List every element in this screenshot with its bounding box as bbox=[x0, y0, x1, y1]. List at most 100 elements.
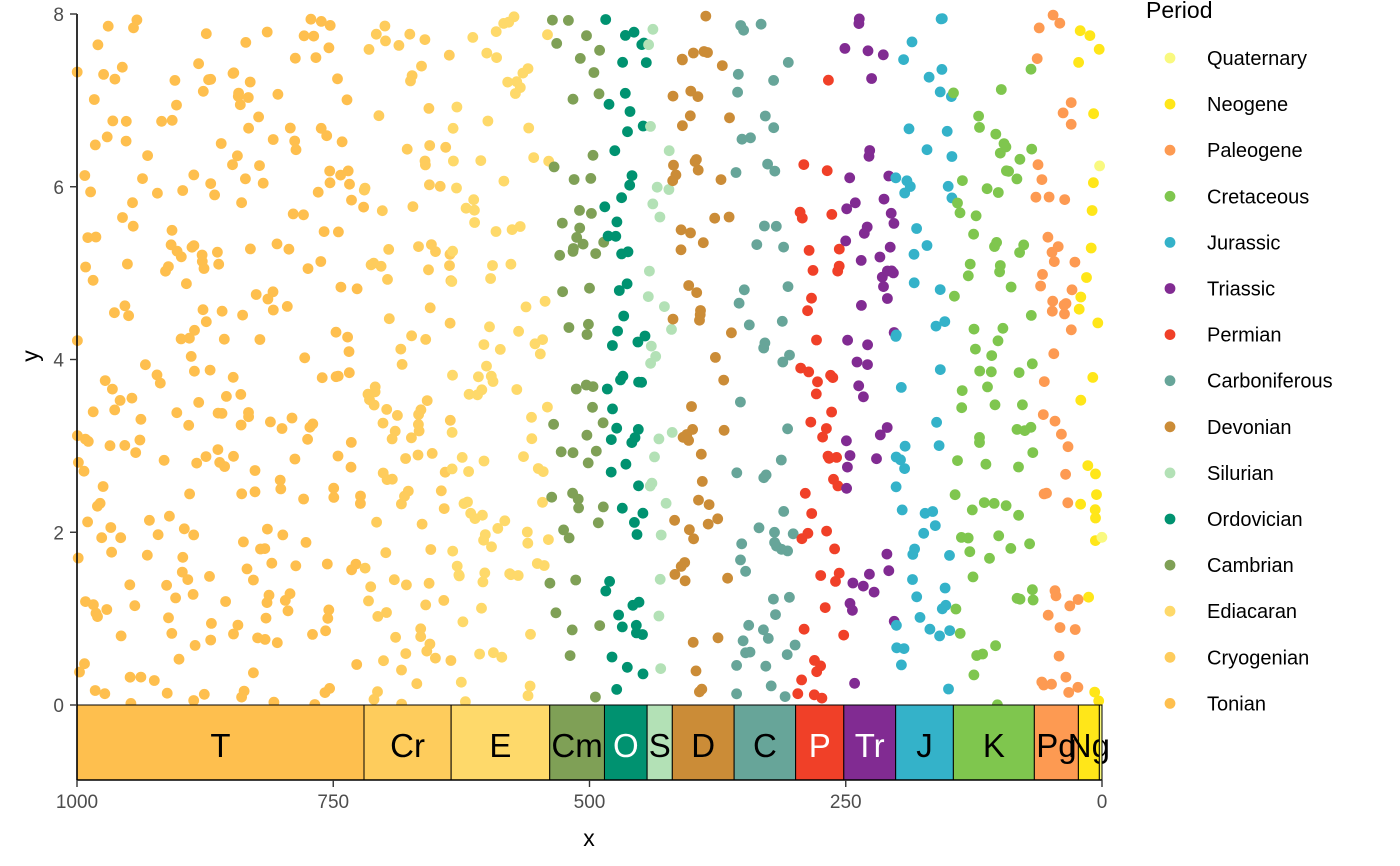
point-ordovician bbox=[607, 340, 618, 351]
point-carboniferous bbox=[781, 649, 793, 660]
point-tonian bbox=[156, 115, 168, 127]
point-tonian bbox=[116, 61, 128, 73]
point-triassic bbox=[847, 577, 859, 589]
point-permian bbox=[821, 525, 832, 537]
point-cretaceous bbox=[956, 402, 968, 414]
legend-key-paleogene bbox=[1164, 144, 1176, 156]
point-triassic bbox=[849, 677, 860, 689]
legend-label-cryogenian: Cryogenian bbox=[1207, 647, 1309, 669]
point-devonian bbox=[690, 665, 702, 677]
point-devonian bbox=[703, 499, 715, 510]
point-devonian bbox=[693, 494, 704, 506]
point-tonian bbox=[248, 667, 259, 679]
point-ordovician bbox=[624, 179, 636, 191]
point-tonian bbox=[173, 653, 185, 665]
point-devonian bbox=[667, 313, 679, 325]
point-tonian bbox=[177, 551, 189, 563]
point-tonian bbox=[262, 523, 273, 535]
point-tonian bbox=[102, 20, 114, 32]
point-cryogenian bbox=[416, 60, 427, 72]
point-triassic bbox=[842, 461, 853, 473]
point-silurian bbox=[663, 145, 675, 157]
point-triassic bbox=[878, 281, 889, 292]
point-triassic bbox=[874, 251, 886, 263]
point-tonian bbox=[298, 30, 310, 42]
point-tonian bbox=[169, 75, 181, 86]
point-tonian bbox=[200, 316, 212, 328]
point-tonian bbox=[164, 510, 175, 522]
point-tonian bbox=[355, 498, 366, 509]
point-tonian bbox=[219, 461, 231, 472]
point-silurian bbox=[651, 181, 663, 193]
legend-key-permian bbox=[1164, 329, 1176, 340]
point-cryogenian bbox=[383, 244, 395, 255]
point-cretaceous bbox=[957, 175, 968, 187]
point-tonian bbox=[120, 115, 132, 127]
point-ediacaran bbox=[447, 245, 458, 257]
point-carboniferous bbox=[737, 635, 749, 647]
point-cryogenian bbox=[365, 259, 377, 271]
point-cretaceous bbox=[974, 365, 986, 377]
point-ediacaran bbox=[469, 513, 481, 524]
point-cretaceous bbox=[954, 207, 966, 219]
point-cambrian bbox=[594, 44, 605, 56]
point-ediacaran bbox=[524, 680, 536, 692]
point-ediacaran bbox=[456, 452, 468, 463]
point-carboniferous bbox=[765, 680, 777, 692]
point-devonian bbox=[715, 174, 727, 186]
point-paleogene bbox=[1059, 194, 1071, 206]
point-tonian bbox=[250, 289, 262, 300]
point-devonian bbox=[675, 561, 687, 572]
point-ordovician bbox=[632, 424, 644, 435]
period-box-triassic bbox=[843, 704, 897, 781]
point-silurian bbox=[647, 198, 659, 210]
period-box-ediacaran bbox=[450, 704, 551, 781]
point-carboniferous bbox=[733, 297, 745, 309]
point-tonian bbox=[109, 404, 121, 416]
point-ediacaran bbox=[446, 427, 458, 438]
point-cretaceous bbox=[1005, 281, 1017, 293]
point-triassic bbox=[874, 429, 886, 441]
point-ordovician bbox=[616, 192, 627, 204]
point-carboniferous bbox=[751, 239, 763, 251]
point-devonian bbox=[726, 327, 737, 339]
point-paleogene bbox=[1043, 191, 1055, 203]
point-devonian bbox=[695, 305, 706, 316]
point-ediacaran bbox=[476, 602, 487, 614]
legend-label-cambrian: Cambrian bbox=[1207, 555, 1294, 577]
point-tonian bbox=[87, 274, 99, 286]
point-ordovician bbox=[633, 376, 644, 388]
point-tonian bbox=[161, 687, 173, 699]
point-cretaceous bbox=[982, 381, 993, 393]
point-jurassic bbox=[939, 316, 951, 327]
point-cambrian bbox=[590, 248, 602, 259]
point-permian bbox=[819, 602, 831, 613]
point-tonian bbox=[351, 283, 363, 295]
point-ediacaran bbox=[487, 260, 498, 271]
period-box-permian bbox=[795, 704, 845, 781]
point-carboniferous bbox=[789, 639, 801, 651]
point-cretaceous bbox=[1027, 447, 1039, 458]
point-ordovician bbox=[616, 621, 628, 633]
point-ediacaran bbox=[455, 676, 467, 688]
point-ordovician bbox=[620, 30, 631, 41]
point-cryogenian bbox=[444, 414, 456, 426]
point-tonian bbox=[232, 619, 244, 631]
point-permian bbox=[799, 487, 811, 499]
point-cryogenian bbox=[424, 302, 436, 314]
point-cryogenian bbox=[430, 652, 441, 664]
point-tonian bbox=[123, 310, 134, 322]
point-cryogenian bbox=[359, 562, 371, 574]
point-paleogene bbox=[1065, 97, 1077, 108]
point-quaternary bbox=[1094, 160, 1105, 172]
point-tonian bbox=[198, 263, 210, 274]
point-ordovician bbox=[605, 434, 617, 445]
point-cambrian bbox=[546, 491, 558, 503]
point-cretaceous bbox=[950, 603, 962, 615]
legend-key-cambrian bbox=[1164, 559, 1176, 571]
point-cretaceous bbox=[986, 350, 998, 361]
point-tonian bbox=[267, 286, 279, 298]
point-ordovician bbox=[621, 278, 633, 290]
point-cretaceous bbox=[1017, 399, 1028, 411]
point-carboniferous bbox=[782, 57, 794, 68]
